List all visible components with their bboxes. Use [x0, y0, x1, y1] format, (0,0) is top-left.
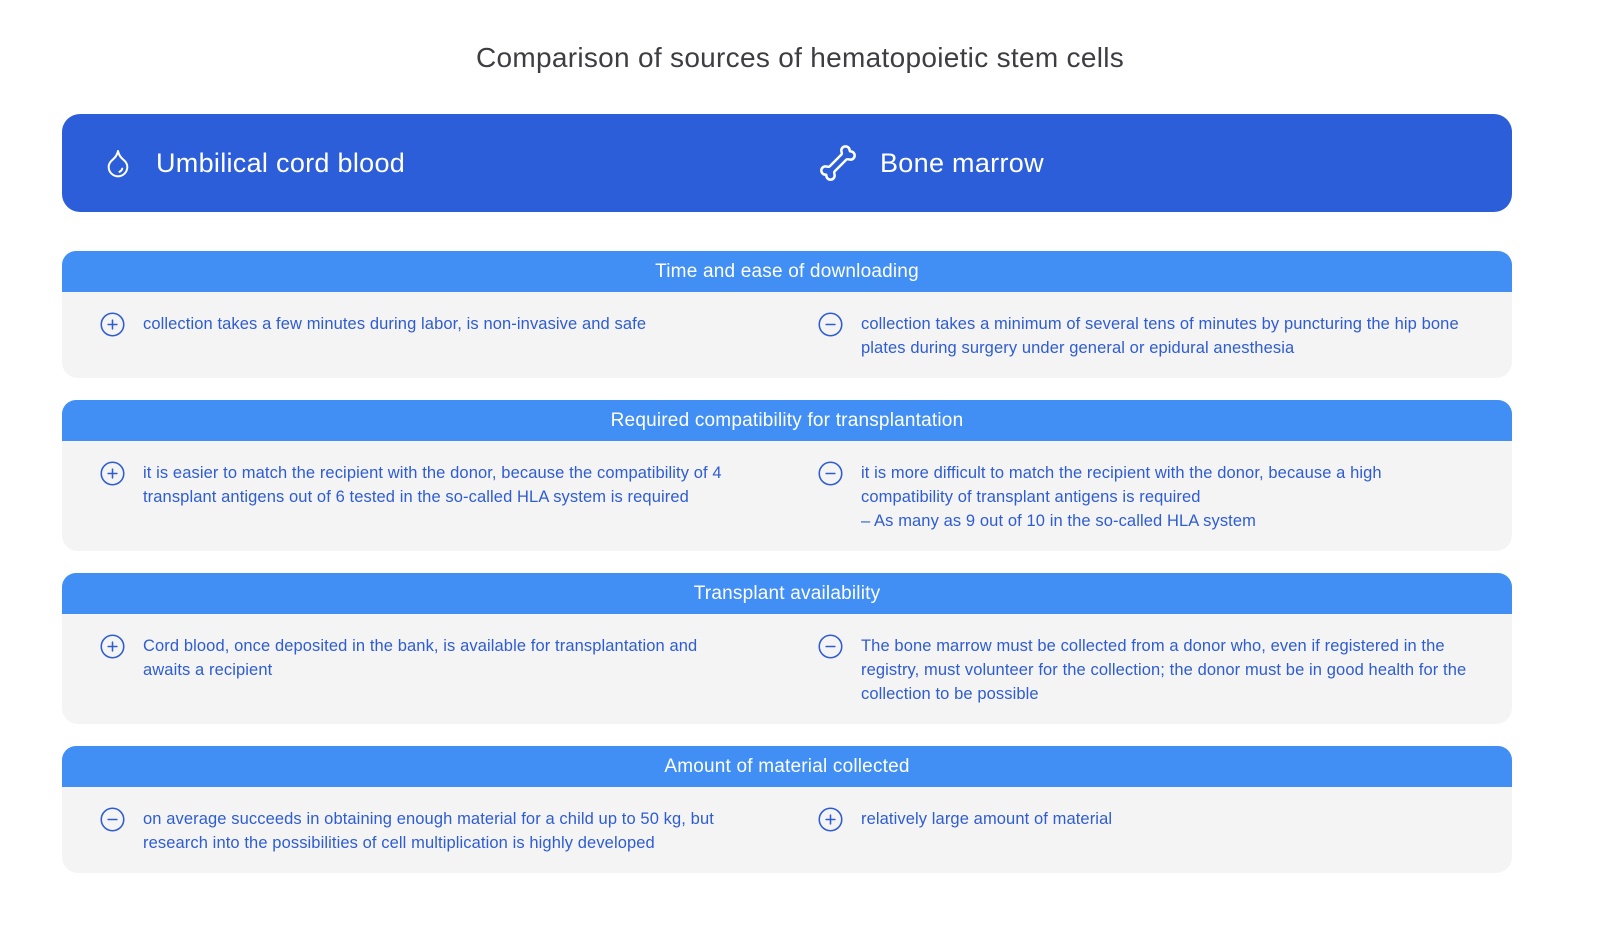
page-title: Comparison of sources of hematopoietic s… [475, 42, 1125, 73]
cell-text: it is easier to match the recipient with… [143, 464, 722, 506]
section-body: collection takes a few minutes during la… [62, 292, 1512, 378]
plus-icon [100, 634, 125, 659]
cell-text: it is more difficult to match the recipi… [861, 464, 1382, 530]
cell-bone-marrow: The bone marrow must be collected from a… [787, 634, 1512, 706]
plus-icon [818, 807, 843, 832]
cell-bone-marrow: it is more difficult to match the recipi… [787, 461, 1512, 533]
section-title: Transplant availability [693, 582, 881, 604]
section-body: on average succeeds in obtaining enough … [62, 787, 1512, 873]
header-cell-cord-blood: Umbilical cord blood [62, 143, 787, 183]
cell-cord-blood: it is easier to match the recipient with… [62, 461, 787, 533]
cell-cord-blood: Cord blood, once deposited in the bank, … [62, 634, 787, 706]
content-container: Umbilical cord blood Bone marrow Time an… [62, 114, 1512, 873]
section-amount: Amount of material collected on average … [62, 746, 1512, 873]
section-title: Amount of material collected [664, 755, 910, 777]
section-title: Required compatibility for transplantati… [610, 409, 964, 431]
cell-bone-marrow: relatively large amount of material [787, 807, 1512, 855]
cell-bone-marrow: collection takes a minimum of several te… [787, 312, 1512, 360]
section-availability: Transplant availability Cord blood, once… [62, 573, 1512, 724]
cell-text: relatively large amount of material [861, 810, 1113, 828]
plus-icon [100, 312, 125, 337]
cell-text: on average succeeds in obtaining enough … [143, 810, 714, 852]
section-header: Time and ease of downloading [62, 251, 1512, 292]
cell-cord-blood: collection takes a few minutes during la… [62, 312, 787, 360]
header-label-bone-marrow: Bone marrow [880, 147, 1044, 178]
plus-icon [100, 461, 125, 486]
droplet-icon [102, 143, 134, 183]
section-header: Transplant availability [62, 573, 1512, 614]
minus-icon [100, 807, 125, 832]
section-time-and-ease: Time and ease of downloading collection … [62, 251, 1512, 378]
cell-text: collection takes a few minutes during la… [143, 315, 647, 333]
bone-icon [818, 143, 858, 183]
minus-icon [818, 634, 843, 659]
section-compatibility: Required compatibility for transplantati… [62, 400, 1512, 551]
minus-icon [818, 461, 843, 486]
section-title: Time and ease of downloading [655, 260, 919, 282]
cell-cord-blood: on average succeeds in obtaining enough … [62, 807, 787, 855]
header-cell-bone-marrow: Bone marrow [787, 143, 1512, 183]
section-header: Required compatibility for transplantati… [62, 400, 1512, 441]
comparison-header: Umbilical cord blood Bone marrow [62, 114, 1512, 212]
section-body: Cord blood, once deposited in the bank, … [62, 614, 1512, 724]
section-header: Amount of material collected [62, 746, 1512, 787]
header-label-cord-blood: Umbilical cord blood [156, 147, 406, 178]
cell-text: collection takes a minimum of several te… [861, 315, 1459, 357]
section-body: it is easier to match the recipient with… [62, 441, 1512, 551]
cell-text: The bone marrow must be collected from a… [861, 637, 1467, 703]
minus-icon [818, 312, 843, 337]
cell-text: Cord blood, once deposited in the bank, … [143, 637, 698, 679]
